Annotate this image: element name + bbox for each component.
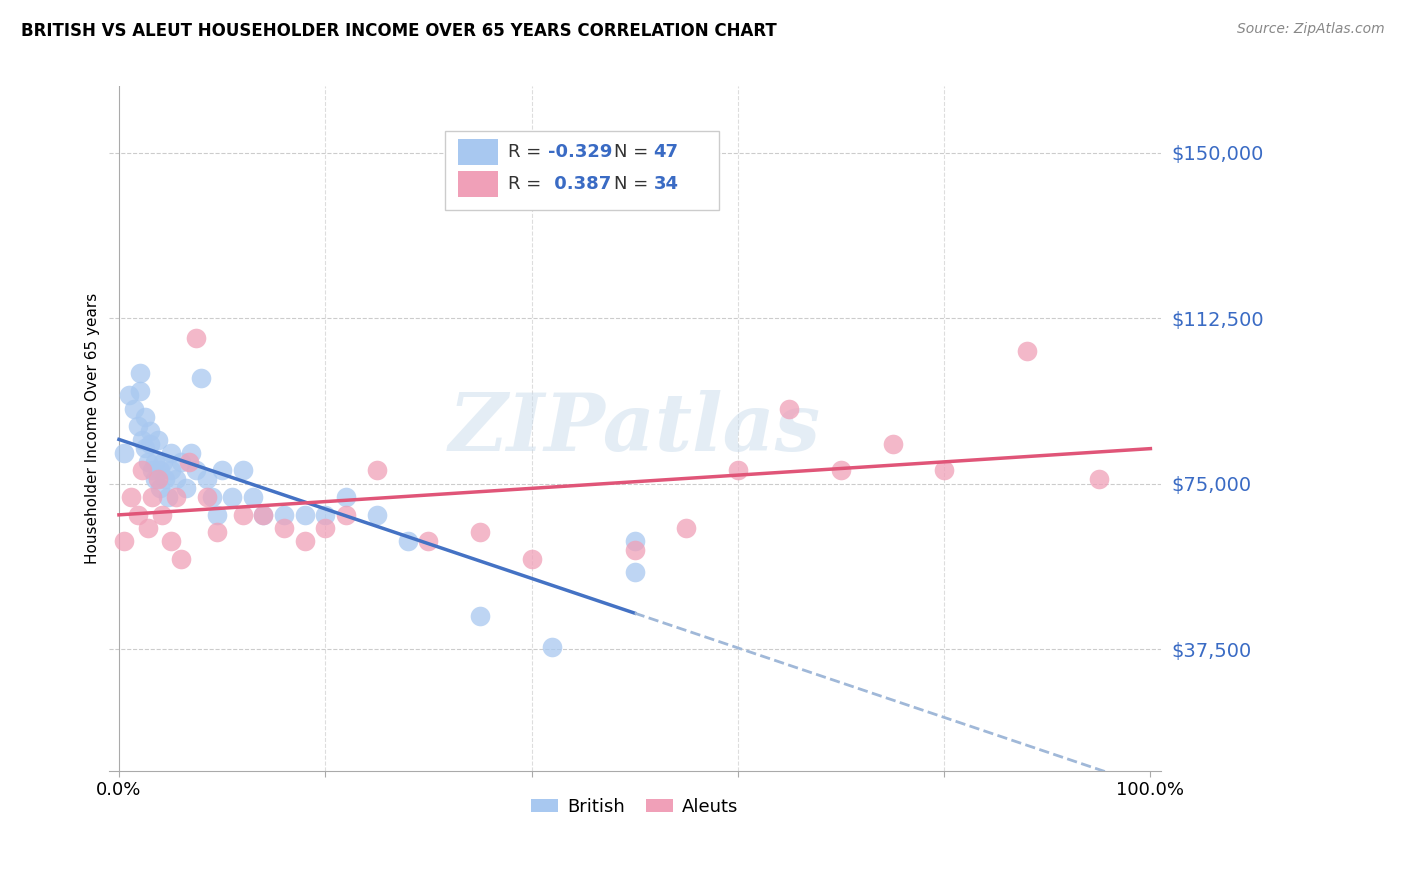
Point xyxy=(143,472,166,486)
Text: R =: R = xyxy=(509,143,547,161)
Point xyxy=(623,543,645,558)
Point xyxy=(180,446,202,460)
Point xyxy=(131,433,153,447)
Point xyxy=(127,508,149,522)
Point xyxy=(418,534,440,549)
Point xyxy=(778,401,800,416)
FancyBboxPatch shape xyxy=(446,131,718,210)
Point xyxy=(273,508,295,522)
Point xyxy=(155,472,177,486)
Text: 47: 47 xyxy=(654,143,679,161)
Point xyxy=(128,367,150,381)
Point xyxy=(124,401,146,416)
Point xyxy=(366,463,388,477)
FancyBboxPatch shape xyxy=(458,171,498,197)
FancyBboxPatch shape xyxy=(458,139,498,165)
Point xyxy=(139,437,162,451)
Point xyxy=(623,565,645,579)
Point xyxy=(201,490,224,504)
Point xyxy=(294,534,316,549)
Point xyxy=(165,472,187,486)
Point xyxy=(165,490,187,504)
Point xyxy=(128,384,150,398)
Text: 0.387: 0.387 xyxy=(548,175,612,194)
Point xyxy=(177,455,200,469)
Point xyxy=(221,490,243,504)
Point xyxy=(118,388,141,402)
Point xyxy=(149,481,172,495)
Text: 34: 34 xyxy=(654,175,679,194)
Point xyxy=(205,525,228,540)
Point xyxy=(149,463,172,477)
Point xyxy=(830,463,852,477)
Point xyxy=(520,551,543,566)
Point xyxy=(141,490,163,504)
Point xyxy=(112,446,135,460)
Point xyxy=(159,463,181,477)
Text: BRITISH VS ALEUT HOUSEHOLDER INCOME OVER 65 YEARS CORRELATION CHART: BRITISH VS ALEUT HOUSEHOLDER INCOME OVER… xyxy=(21,22,778,40)
Point xyxy=(273,521,295,535)
Text: N =: N = xyxy=(613,143,654,161)
Point xyxy=(211,463,233,477)
Point xyxy=(186,463,208,477)
Point xyxy=(112,534,135,549)
Point xyxy=(127,419,149,434)
Point xyxy=(174,481,197,495)
Point xyxy=(170,551,193,566)
Point xyxy=(205,508,228,522)
Point xyxy=(314,521,336,535)
Point xyxy=(294,508,316,522)
Text: -0.329: -0.329 xyxy=(548,143,613,161)
Point xyxy=(134,442,156,456)
Text: N =: N = xyxy=(613,175,654,194)
Point xyxy=(727,463,749,477)
Point xyxy=(882,437,904,451)
Point xyxy=(157,490,180,504)
Point xyxy=(366,508,388,522)
Point xyxy=(195,490,218,504)
Point xyxy=(623,534,645,549)
Point xyxy=(150,508,173,522)
Point xyxy=(232,463,254,477)
Point xyxy=(541,640,564,654)
Legend: British, Aleuts: British, Aleuts xyxy=(523,791,747,823)
Point xyxy=(468,609,491,624)
Text: ZIPatlas: ZIPatlas xyxy=(449,390,821,467)
Point xyxy=(159,446,181,460)
Point xyxy=(134,410,156,425)
Point xyxy=(186,331,208,345)
Point xyxy=(136,521,159,535)
Point xyxy=(335,508,357,522)
Point xyxy=(252,508,274,522)
Point xyxy=(139,424,162,438)
Point xyxy=(170,455,193,469)
Point xyxy=(159,534,181,549)
Point xyxy=(232,508,254,522)
Point xyxy=(195,472,218,486)
Text: Source: ZipAtlas.com: Source: ZipAtlas.com xyxy=(1237,22,1385,37)
Point xyxy=(932,463,955,477)
Point xyxy=(143,455,166,469)
Point xyxy=(1088,472,1111,486)
Point xyxy=(190,370,212,384)
Point xyxy=(242,490,264,504)
Point xyxy=(136,455,159,469)
Point xyxy=(396,534,419,549)
Point xyxy=(131,463,153,477)
Point xyxy=(141,463,163,477)
Point xyxy=(468,525,491,540)
Point xyxy=(252,508,274,522)
Point xyxy=(146,433,169,447)
Point xyxy=(120,490,142,504)
Y-axis label: Householder Income Over 65 years: Householder Income Over 65 years xyxy=(86,293,100,564)
Point xyxy=(1015,344,1038,359)
Point xyxy=(152,455,174,469)
Text: R =: R = xyxy=(509,175,553,194)
Point xyxy=(335,490,357,504)
Point xyxy=(675,521,697,535)
Point xyxy=(146,472,169,486)
Point xyxy=(314,508,336,522)
